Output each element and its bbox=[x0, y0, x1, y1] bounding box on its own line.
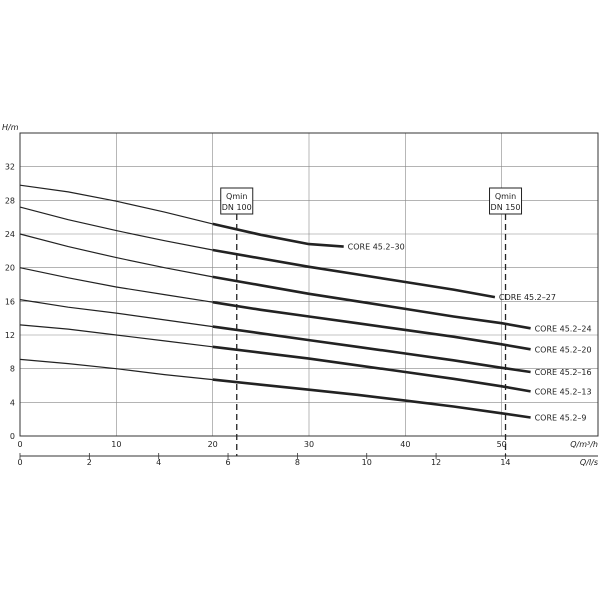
x2-tick-label: 4 bbox=[156, 458, 161, 467]
x-tick-label: 20 bbox=[208, 440, 218, 449]
y-tick-label: 16 bbox=[5, 297, 15, 306]
x2-tick-label: 12 bbox=[431, 458, 441, 467]
curve-thin-segment bbox=[19, 184, 213, 225]
curve-thin-segment bbox=[19, 299, 213, 328]
curve-thin-segment bbox=[19, 358, 213, 381]
x2-tick-label: 10 bbox=[362, 458, 372, 467]
curve-label: CORE 45.2–27 bbox=[499, 293, 556, 302]
qmin-dn-label: DN 100 bbox=[222, 203, 252, 212]
plot-frame bbox=[19, 132, 599, 437]
qmin-dn-label: DN 150 bbox=[491, 203, 521, 212]
qmin-markers: Qmin DN 100 Qmin DN 150 bbox=[220, 187, 523, 456]
curve-thick-segment bbox=[212, 378, 531, 419]
y-tick-label: 32 bbox=[5, 163, 15, 172]
x2-tick-label: 6 bbox=[225, 458, 230, 467]
x-tick-label: 10 bbox=[111, 440, 121, 449]
x-axis-title: Q/m³/h bbox=[570, 440, 598, 449]
x2-tick-label: 2 bbox=[87, 458, 92, 467]
curve-label: CORE 45.2–9 bbox=[535, 413, 587, 422]
curve-label: CORE 45.2–30 bbox=[348, 243, 405, 252]
x2-tick-label: 8 bbox=[295, 458, 300, 467]
curve-thick-segment bbox=[212, 325, 531, 374]
y-tick-label: 4 bbox=[10, 398, 15, 407]
series-curves bbox=[19, 184, 531, 419]
qmin-box bbox=[220, 187, 254, 215]
qmin-box bbox=[489, 187, 523, 215]
curve-thin-segment bbox=[19, 324, 213, 348]
curve-label: CORE 45.2–13 bbox=[535, 387, 592, 396]
curve-label: CORE 45.2–24 bbox=[535, 324, 592, 333]
x2-tick-label: 14 bbox=[500, 458, 510, 467]
curve-label: CORE 45.2–20 bbox=[535, 345, 592, 354]
y-tick-label: 20 bbox=[5, 264, 15, 273]
curve-thick-segment bbox=[212, 222, 344, 248]
x-tick-label: 30 bbox=[304, 440, 314, 449]
y-tick-label: 0 bbox=[10, 432, 15, 441]
y-tick-label: 24 bbox=[5, 230, 15, 239]
curve-thick-segment bbox=[212, 248, 496, 299]
curve-label: CORE 45.2–16 bbox=[535, 368, 592, 377]
curve-thick-segment bbox=[212, 275, 531, 330]
y-tick-label: 12 bbox=[5, 331, 15, 340]
curve-thin-segment bbox=[19, 267, 213, 303]
y-tick-label: 28 bbox=[5, 196, 15, 205]
x-tick-label: 0 bbox=[17, 440, 22, 449]
curve-thin-segment bbox=[19, 206, 213, 251]
x-tick-label: 50 bbox=[497, 440, 507, 449]
qmin-label: Qmin bbox=[226, 192, 247, 201]
curve-thin-segment bbox=[19, 233, 213, 278]
x-tick-label: 40 bbox=[400, 440, 410, 449]
y-tick-label: 8 bbox=[10, 365, 15, 374]
qmin-label: Qmin bbox=[495, 192, 516, 201]
curve-thick-segment bbox=[212, 345, 531, 393]
x2-tick-label: 0 bbox=[17, 458, 22, 467]
curve-thick-segment bbox=[212, 300, 531, 351]
x2-axis-title: Q/l/s bbox=[580, 458, 598, 467]
y-axis-title: H/m bbox=[2, 123, 19, 132]
